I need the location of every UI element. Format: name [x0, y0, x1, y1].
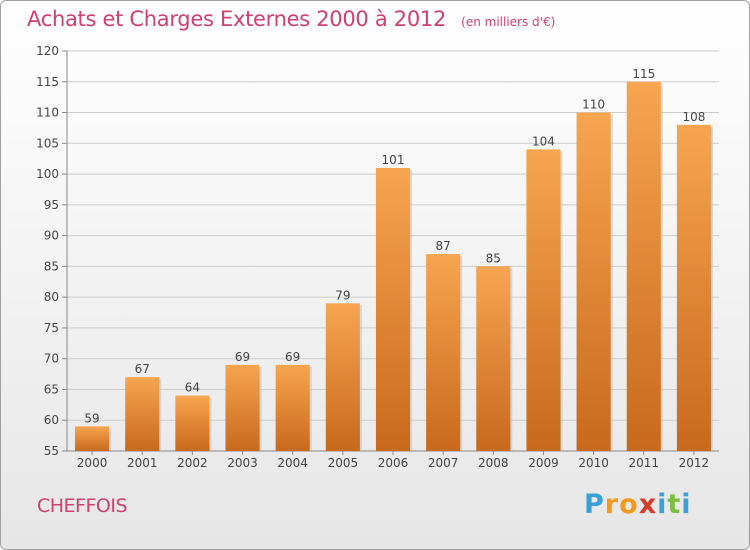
- bar-value-label: 59: [84, 411, 99, 425]
- y-tick-label: 80: [44, 290, 59, 304]
- x-tick-label: 2007: [428, 456, 459, 470]
- x-tick-label: 2005: [328, 456, 359, 470]
- y-tick-label: 110: [36, 106, 59, 120]
- x-tick-label: 2002: [177, 456, 208, 470]
- bar-2009: [526, 149, 561, 451]
- bar-2008: [476, 266, 511, 451]
- y-tick-label: 65: [44, 382, 59, 396]
- x-tick-label: 2001: [127, 456, 158, 470]
- logo-letter: r: [604, 489, 620, 520]
- bar-value-label: 69: [235, 350, 250, 364]
- bar-2001: [125, 377, 160, 451]
- y-tick-label: 115: [36, 75, 59, 89]
- logo-letter: i: [681, 489, 692, 520]
- bar-value-label: 110: [582, 98, 605, 112]
- y-tick-label: 60: [44, 413, 59, 427]
- x-tick-label: 2000: [77, 456, 108, 470]
- bar-2002: [175, 395, 210, 451]
- bar-2005: [325, 303, 360, 451]
- bar-value-label: 79: [335, 288, 350, 302]
- bar-2006: [375, 167, 411, 451]
- x-tick-label: 2006: [378, 456, 409, 470]
- bar-value-label: 115: [632, 67, 655, 81]
- logo-letter: P: [584, 489, 605, 520]
- logo-letter: o: [619, 489, 639, 520]
- y-tick-label: 100: [36, 167, 59, 181]
- y-tick-label: 95: [44, 198, 59, 212]
- x-tick-label: 2010: [578, 456, 609, 470]
- y-tick-label: 75: [44, 321, 59, 335]
- y-tick-label: 55: [44, 444, 59, 458]
- labels-layer: 55 60 65 70 75 80 85 90 95 100 105 110 115 120 59 2000 6…: [36, 44, 709, 470]
- x-tick-label: 2009: [528, 456, 559, 470]
- y-tick-label: 105: [36, 136, 59, 150]
- x-tick-label: 2012: [679, 456, 710, 470]
- bar-2012: [676, 124, 711, 451]
- bar-value-label: 64: [185, 381, 200, 395]
- y-tick-label: 70: [44, 352, 59, 366]
- x-tick-label: 2004: [277, 456, 308, 470]
- logo-letter: i: [657, 489, 668, 520]
- title-row: Achats et Charges Externes 2000 à 2012 (…: [27, 7, 555, 31]
- bar-value-label: 67: [135, 362, 150, 376]
- y-tick-label: 120: [36, 44, 59, 58]
- bar-2004: [275, 364, 310, 451]
- y-tick-label: 85: [44, 259, 59, 273]
- bar-value-label: 101: [382, 153, 405, 167]
- bars-layer: [75, 81, 713, 452]
- bar-2011: [626, 81, 661, 452]
- bar-2010: [576, 112, 611, 452]
- proxiti-logo[interactable]: Proxiti: [584, 489, 692, 520]
- bar-value-label: 87: [436, 239, 451, 253]
- logo-letter: x: [638, 489, 658, 520]
- x-tick-label: 2003: [227, 456, 258, 470]
- bar-value-label: 85: [486, 251, 501, 265]
- y-tick-label: 90: [44, 229, 59, 243]
- bar-2007: [426, 254, 461, 451]
- chart-title: Achats et Charges Externes 2000 à 2012: [27, 7, 447, 31]
- commune-name: CHEFFOIS: [37, 495, 128, 517]
- chart-subtitle: (en milliers d'€): [461, 15, 556, 29]
- logo-letter: t: [667, 489, 682, 520]
- bar-2003: [225, 364, 260, 451]
- bar-value-label: 104: [532, 134, 555, 148]
- bar-value-label: 69: [285, 350, 300, 364]
- x-tick-label: 2008: [478, 456, 509, 470]
- x-tick-label: 2011: [628, 456, 659, 470]
- bar-value-label: 108: [682, 110, 705, 124]
- bar-2000: [75, 426, 110, 451]
